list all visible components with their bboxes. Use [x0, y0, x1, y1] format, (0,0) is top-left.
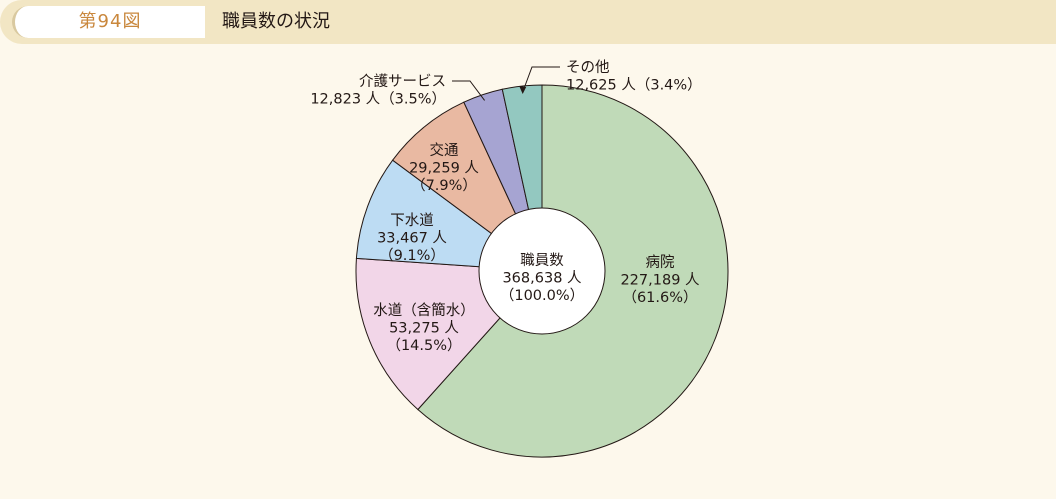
- slice-label-2-line: （9.1%）: [379, 247, 445, 264]
- slice-label-3-line: 29,259 人: [409, 160, 479, 177]
- slice-label-1-line: 53,275 人: [389, 320, 459, 337]
- slice-label-0: 病院 227,189 人（61.6%）: [620, 254, 699, 306]
- slice-label-3-line: 交通: [430, 141, 459, 159]
- slice-label-2-line: 下水道: [390, 212, 434, 229]
- slice-label-1: 水道（含簡水） 53,275 人（14.5%）: [373, 302, 475, 354]
- slice-label-0-line: 227,189 人: [620, 272, 699, 289]
- slice-label-2-line: 33,467 人: [377, 230, 447, 247]
- leader-line-5: [522, 66, 560, 93]
- slice-label-5-line: 12,625 人（3.4%）: [566, 77, 702, 94]
- slice-label-3: 交通 29,259 人（7.9%）: [409, 141, 479, 194]
- slice-label-4-line: 12,823 人（3.5%）: [310, 91, 446, 108]
- slice-label-3-line: （7.9%）: [411, 177, 477, 194]
- slice-label-0-line: （61.6%）: [622, 289, 697, 306]
- slice-label-1-line: （14.5%）: [386, 337, 461, 354]
- slice-label-0-line: 病院: [646, 254, 675, 271]
- slice-label-4: 介護サービス 12,823 人（3.5%）: [310, 73, 446, 108]
- figure-header: 第94図 職員数の状況: [0, 0, 1056, 44]
- slice-label-2: 下水道 33,467 人（9.1%）: [377, 212, 447, 264]
- pie-center-hole: [478, 207, 606, 335]
- figure-number: 第94図: [12, 6, 205, 38]
- chart-area: 職員数 368,638 人（100.0%） 病院 227,189 人（61.6%） 水道…: [0, 44, 1056, 495]
- leader-arrow-5: [519, 86, 527, 94]
- center-label-line: （100.0%）: [500, 287, 584, 304]
- center-label: 職員数 368,638 人（100.0%）: [500, 252, 584, 304]
- center-label-line: 職員数: [520, 252, 564, 269]
- leader-line-4: [452, 80, 485, 101]
- pie-chart: 職員数 368,638 人（100.0%） 病院 227,189 人（61.6%） 水道…: [310, 59, 729, 458]
- center-label-line: 368,638 人: [502, 270, 581, 287]
- figure-title: 職員数の状況: [222, 11, 330, 32]
- slice-label-4-line: 介護サービス: [359, 73, 446, 90]
- slice-label-5-line: その他: [566, 59, 610, 76]
- slice-label-1-line: 水道（含簡水）: [373, 302, 475, 319]
- slice-label-5: その他 12,625 人（3.4%）: [566, 59, 702, 94]
